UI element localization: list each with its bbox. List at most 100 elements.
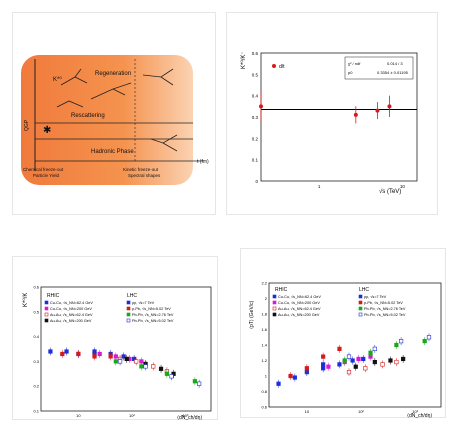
y-tick-label: 0.3 (33, 359, 39, 364)
data-point (143, 364, 148, 369)
label-t-axis: t (fm) (197, 159, 209, 165)
rhic-legend-title: RHIC (275, 287, 288, 293)
y-tick-label: 0.6 (252, 51, 259, 56)
label-hadronic-phase: Hadronic Phase (91, 149, 134, 155)
data-point (304, 366, 309, 371)
data-point (388, 358, 393, 363)
stats-chi2-label: χ² / ndf (348, 61, 361, 66)
data-point (192, 379, 197, 384)
legend-entry: Cu-Cu, √s_NN=200 GeV (278, 301, 320, 305)
legend-entry: Au-Au, √s_NN=200 GeV (50, 319, 92, 323)
legend: Cu-Cu, √s_NN=62.4 GeV Cu-Cu, √s_NN=200 Ge… (272, 294, 406, 317)
legend-entry: Cu-Cu, √s_NN=62.4 GeV (50, 301, 93, 305)
rhic-legend-title: RHIC (47, 293, 60, 299)
star-marker: ✱ (43, 125, 51, 136)
y-tick-label: 1 (265, 374, 268, 379)
x-tick-label: 1 (318, 184, 321, 189)
x-tick-labels: 1 10 (318, 184, 405, 189)
data-point (64, 349, 69, 354)
data-point (346, 354, 352, 359)
legend-marker (126, 312, 131, 317)
lhc-legend-title: LHC (359, 287, 369, 293)
regeneration-branch (90, 82, 132, 100)
data-point (372, 346, 377, 351)
data-point (76, 351, 81, 357)
y-tick-label: 1.2 (261, 358, 267, 363)
legend-entry: Au-Au, √s_NN=62.4 GeV (50, 313, 93, 317)
label-regeneration: Regeneration (95, 71, 131, 77)
legend-marker (358, 294, 363, 299)
data-point (164, 371, 170, 376)
rescatter-branch (56, 100, 84, 108)
x-axis-label: ⟨dN_ch/dη⟩ (177, 415, 202, 421)
data-point (48, 349, 53, 354)
panel-c-ratio-vs-multiplicity: K*⁰/K ⟨dN_ch/dη⟩ 0.6 0.5 0.4 0.3 0.2 0.1 10 10… (12, 256, 218, 421)
x-tick-label: 10 (400, 184, 406, 189)
data-point (134, 359, 139, 364)
x-axis-label: √s (TeV) (379, 188, 401, 195)
panel-a-schematic: ✱ K*⁰ Regeneration Rescattering QGP Hadr… (12, 12, 216, 215)
x-axis-label: ⟨dN_ch/dη⟩ (407, 413, 432, 419)
right-branch-2 (150, 134, 178, 152)
legend-marker (44, 300, 49, 305)
legend-entry: Au-Au, √s_NN=62.4 GeV (278, 307, 321, 311)
data-point (353, 112, 358, 117)
y-tick-labels: 0.6 0.5 0.4 0.3 0.2 0.1 (33, 285, 39, 414)
panel-b-chart-svg: K*⁰/K⁻ √s (TeV) 0.60.50.40.30.20.10 1 10 … (240, 51, 418, 195)
stats-p0-value: 0.3354 ± 0.01195 (377, 70, 409, 75)
y-tick-label: 2.2 (261, 281, 267, 286)
data-point (346, 370, 352, 375)
data-point (60, 351, 65, 357)
y-tick-label: 0.4 (33, 334, 39, 339)
stats-p0-label: p0 (348, 70, 353, 75)
legend-marker (44, 312, 49, 317)
panel-d-chart-svg: ⟨pT⟩ (GeV/c) ⟨dN_ch/dη⟩ 2.2 2 1.8 1.6 1.4 1.2… (249, 281, 442, 419)
y-tick-label: 0.4 (252, 94, 259, 99)
panel-c-chart-svg: K*⁰/K ⟨dN_ch/dη⟩ 0.60.50.40.30.20.1 10 10… (22, 285, 212, 421)
data-point (337, 346, 342, 351)
data-point (394, 359, 399, 365)
legend-entry: Cu-Cu, √s_NN=200 GeV (50, 307, 92, 311)
x-tick-label: 10³ (183, 413, 189, 418)
data-point (121, 354, 126, 359)
data-point (288, 373, 293, 379)
data-point (422, 339, 427, 344)
y-tick-label: 0.5 (33, 309, 39, 314)
label-chemical-freeze-out: Chemical freeze-out (23, 167, 64, 172)
y-axis-label: ⟨pT⟩ (GeV/c) (249, 300, 255, 329)
data-point (169, 374, 174, 379)
legend-marker (272, 312, 277, 317)
data-point (158, 366, 164, 371)
legend-marker (126, 318, 131, 323)
data-point (342, 358, 347, 363)
data-point (151, 364, 156, 369)
label-kstar: K*⁰ (53, 76, 62, 83)
data-point (353, 364, 358, 369)
data-point (321, 362, 326, 367)
y-tick-label: 0.1 (252, 158, 259, 163)
x-tick-label: 10 (76, 413, 81, 418)
data-point (139, 364, 144, 369)
y-tick-label: 0 (255, 179, 258, 184)
x-tick-label: 10² (358, 409, 364, 414)
label-kinetic-freeze-out: Kinetic freeze-out (123, 167, 159, 172)
fit-stats-box (344, 56, 414, 80)
y-tick-label: 0.6 (261, 405, 267, 410)
data-point (375, 108, 380, 113)
legend-entry: Au-Au, √s_NN=200 GeV (278, 313, 320, 317)
legend: Cu-Cu, √s_NN=62.4 GeV Cu-Cu, √s_NN=200 Ge… (44, 300, 174, 323)
y-tick-labels: 2.2 2 1.8 1.6 1.4 1.2 1 0.8 0.6 (261, 281, 267, 410)
data-point (394, 342, 399, 348)
plot-frame (268, 282, 442, 408)
data-point (361, 356, 366, 362)
data-point (276, 381, 281, 386)
data-points (276, 333, 432, 388)
lhc-legend-title: LHC (127, 293, 137, 299)
data-point (426, 335, 432, 340)
data-point (337, 362, 342, 367)
legend-entry: p-Pb, √s_NN=5.02 TeV (132, 307, 171, 311)
legend-marker (358, 300, 363, 305)
y-axis-label: K*⁰/K⁻ (240, 51, 247, 69)
y-axis-label: K*⁰/K (22, 293, 29, 307)
data-point (380, 362, 385, 367)
